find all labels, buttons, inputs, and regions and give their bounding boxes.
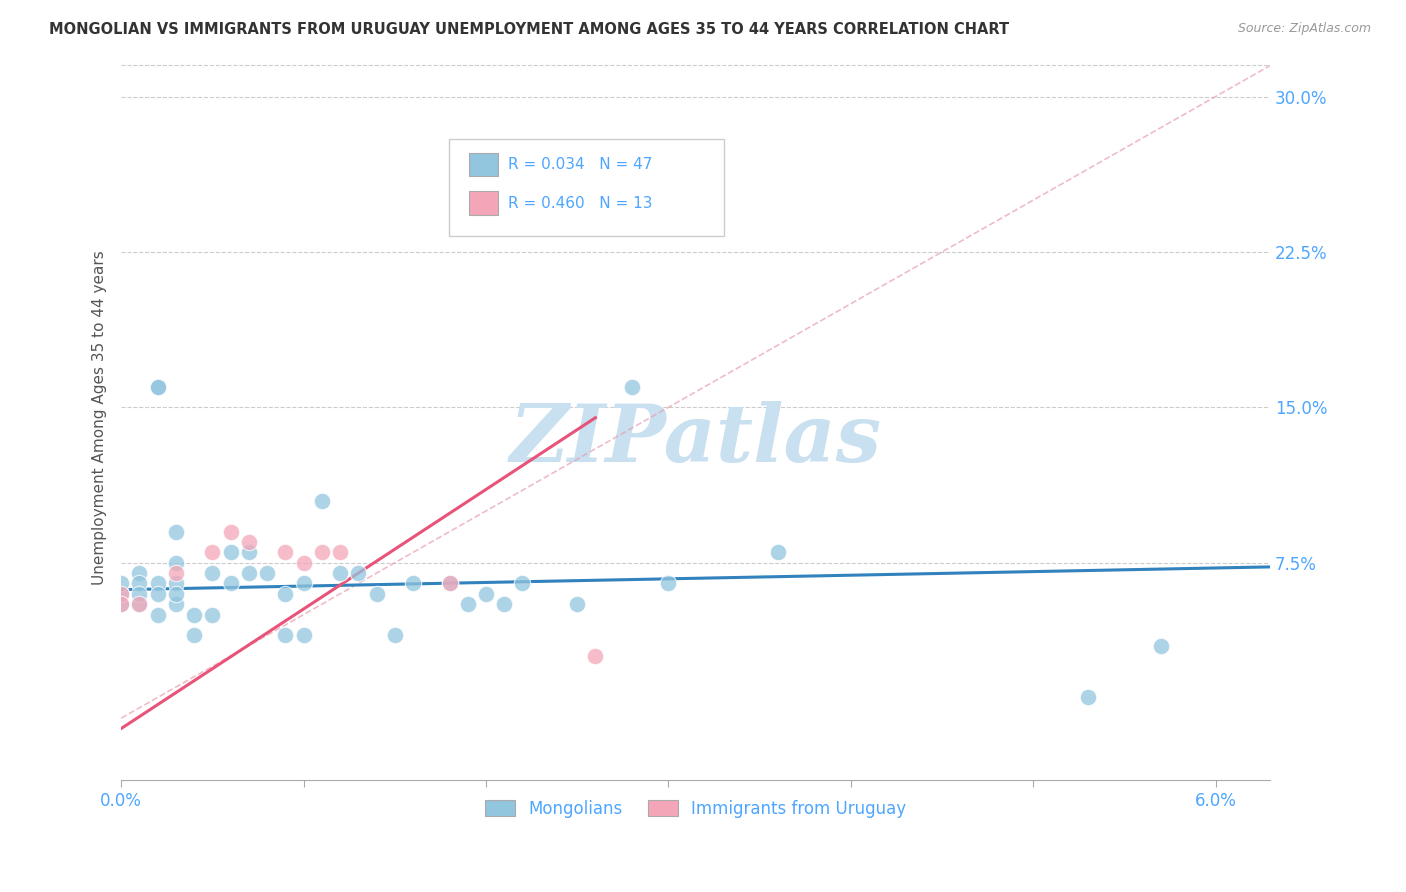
Text: R = 0.460   N = 13: R = 0.460 N = 13 (509, 195, 652, 211)
Point (165, 556, 187, 570)
Point (183, 607, 205, 622)
Point (146, 576, 169, 591)
Point (146, 607, 169, 622)
Text: Source: ZipAtlas.com: Source: ZipAtlas.com (1237, 22, 1371, 36)
Point (219, 576, 242, 591)
Point (292, 556, 315, 570)
Point (146, 379, 169, 393)
Point (439, 576, 461, 591)
Point (165, 576, 187, 591)
FancyBboxPatch shape (449, 138, 724, 236)
Point (475, 587, 498, 601)
Legend: Mongolians, Immigrants from Uruguay: Mongolians, Immigrants from Uruguay (477, 792, 914, 826)
Point (201, 545, 224, 559)
Y-axis label: Unemployment Among Ages 35 to 44 years: Unemployment Among Ages 35 to 44 years (93, 251, 107, 585)
Point (384, 628, 406, 642)
Point (311, 493, 333, 508)
Point (274, 545, 297, 559)
Point (128, 587, 150, 601)
Point (110, 597, 132, 611)
Point (238, 566, 260, 581)
Point (110, 587, 132, 601)
Point (110, 576, 132, 591)
Point (402, 576, 425, 591)
Point (766, 545, 789, 559)
Point (110, 587, 132, 601)
Point (567, 597, 589, 611)
Point (201, 566, 224, 581)
Point (128, 566, 150, 581)
Point (238, 535, 260, 549)
Point (110, 597, 132, 611)
Point (329, 566, 352, 581)
Point (512, 576, 534, 591)
Point (183, 628, 205, 642)
Point (657, 576, 679, 591)
Point (329, 545, 352, 559)
FancyBboxPatch shape (470, 192, 498, 215)
Point (439, 576, 461, 591)
Point (1150, 639, 1173, 653)
Point (146, 587, 169, 601)
Point (1077, 690, 1099, 705)
Point (165, 566, 187, 581)
Point (165, 587, 187, 601)
FancyBboxPatch shape (470, 153, 498, 177)
Point (165, 524, 187, 539)
Point (311, 545, 333, 559)
Point (274, 587, 297, 601)
Point (292, 628, 315, 642)
Point (128, 597, 150, 611)
Point (274, 628, 297, 642)
Point (201, 607, 224, 622)
Text: R = 0.034   N = 47: R = 0.034 N = 47 (509, 157, 652, 172)
Point (256, 566, 278, 581)
Point (620, 379, 643, 393)
Point (494, 597, 516, 611)
Text: MONGOLIAN VS IMMIGRANTS FROM URUGUAY UNEMPLOYMENT AMONG AGES 35 TO 44 YEARS CORR: MONGOLIAN VS IMMIGRANTS FROM URUGUAY UNE… (49, 22, 1010, 37)
Point (238, 545, 260, 559)
Point (165, 597, 187, 611)
Point (219, 545, 242, 559)
Point (366, 587, 388, 601)
Point (347, 566, 370, 581)
Point (219, 524, 242, 539)
Point (128, 576, 150, 591)
Point (128, 597, 150, 611)
Point (583, 648, 606, 663)
Point (292, 576, 315, 591)
Text: ZIPatlas: ZIPatlas (509, 401, 882, 478)
Point (146, 379, 169, 393)
Point (457, 597, 479, 611)
